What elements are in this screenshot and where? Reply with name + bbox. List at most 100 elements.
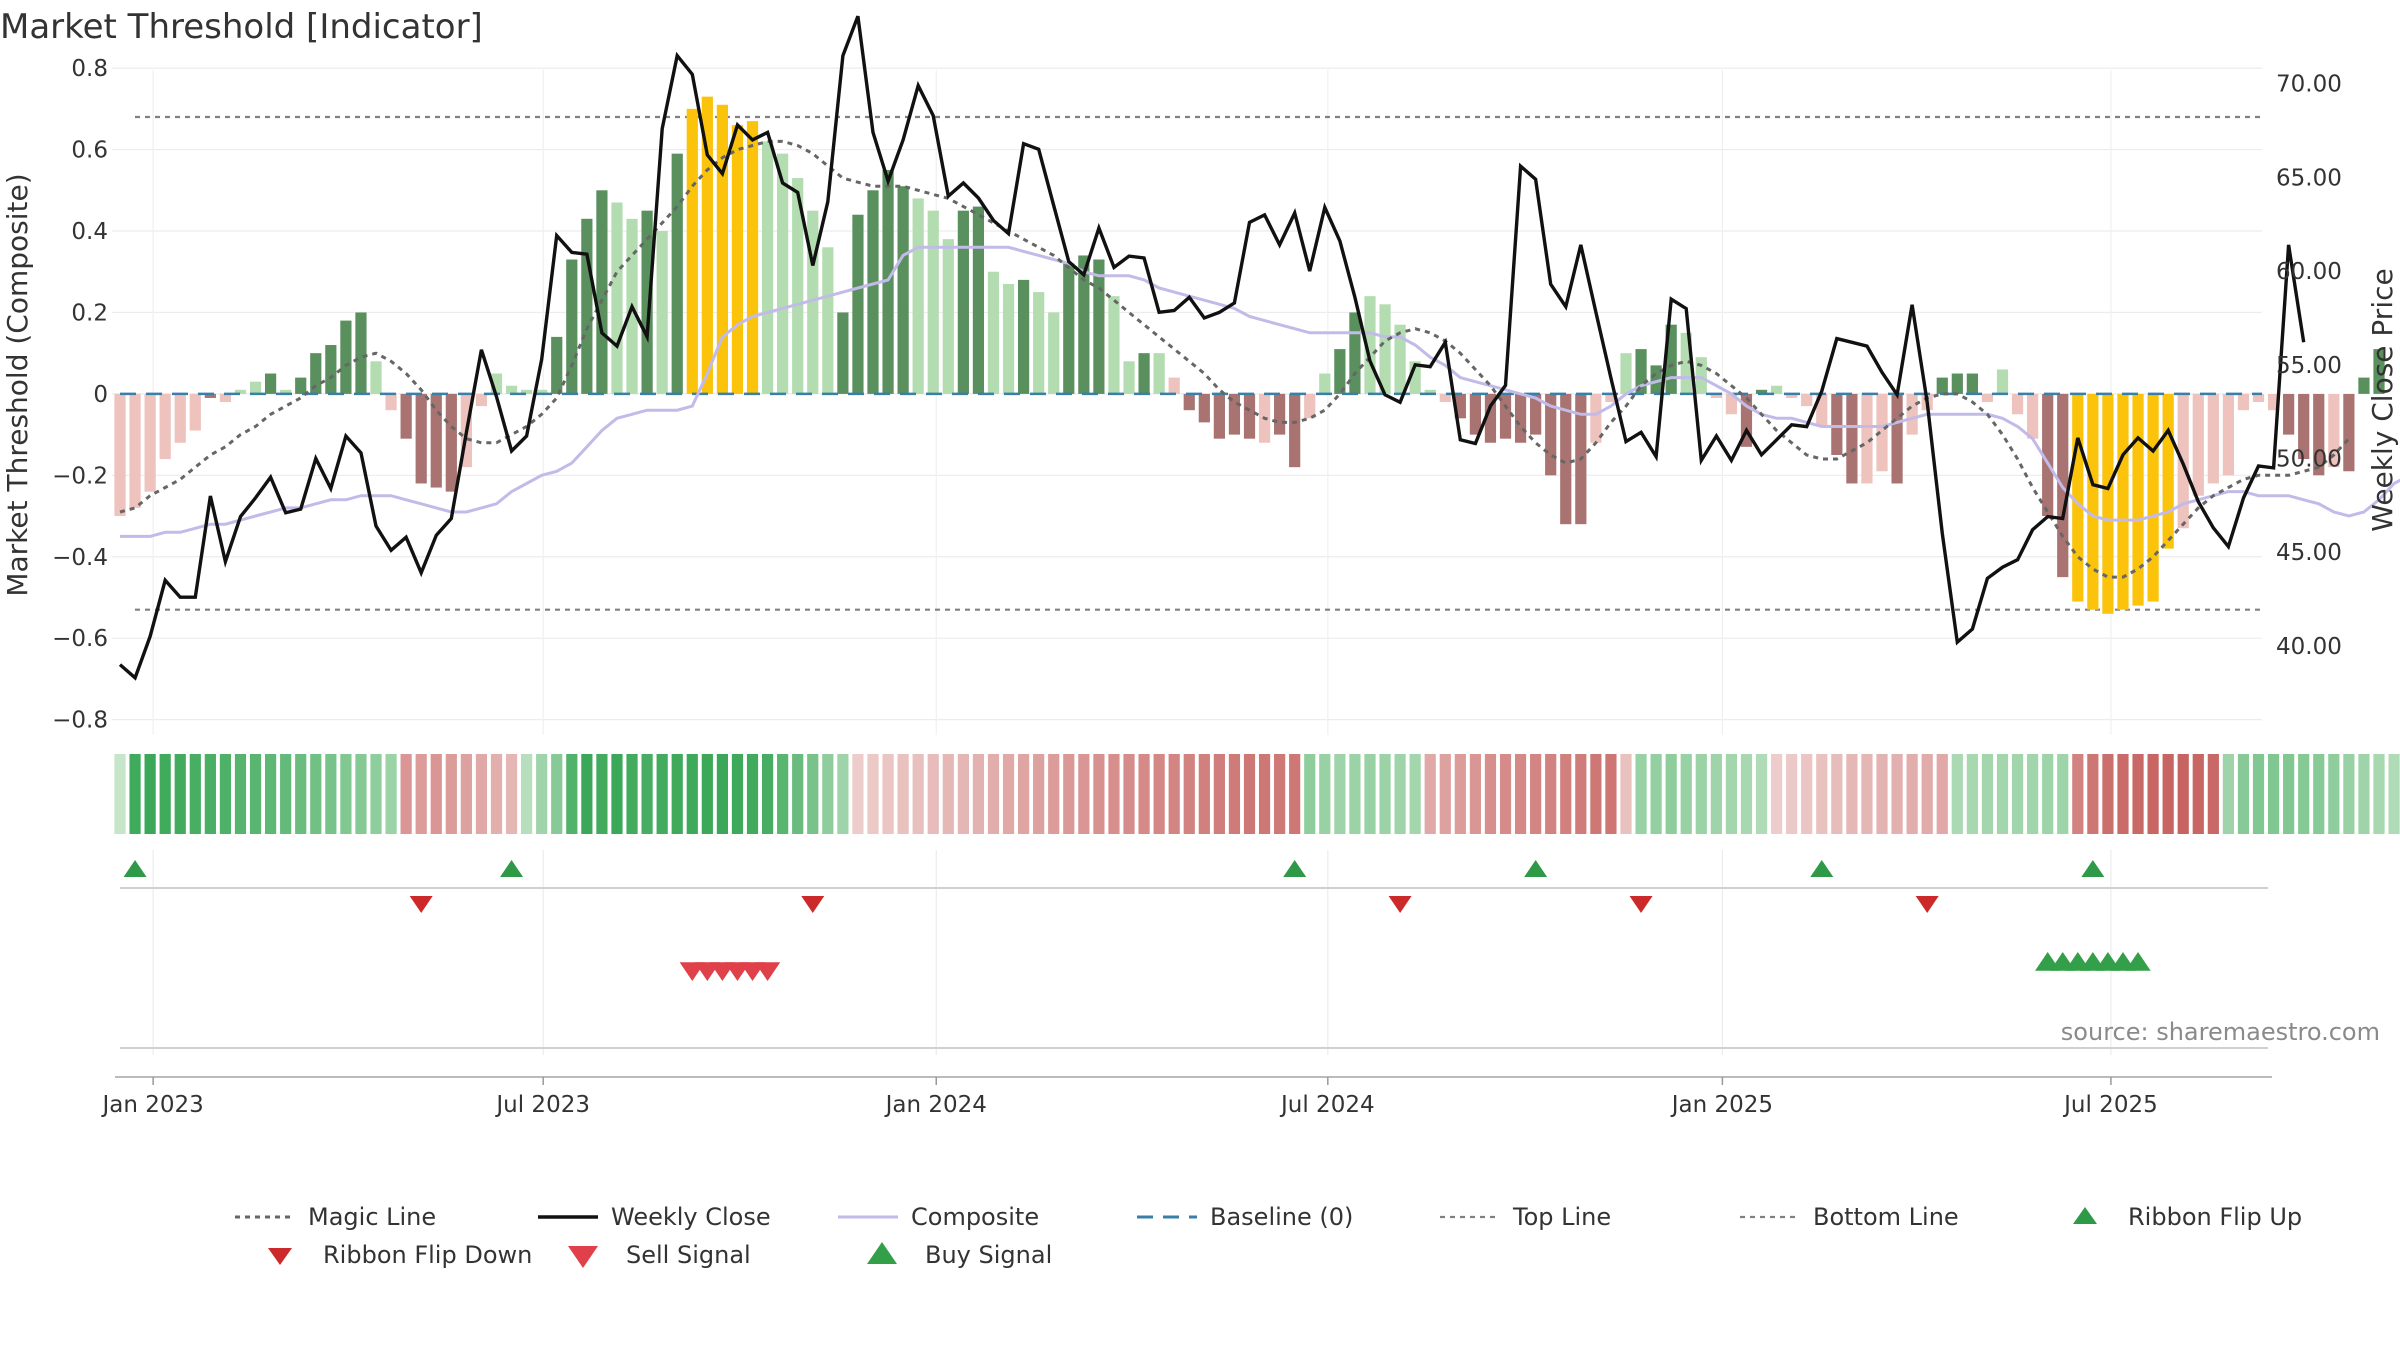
legend-label: Ribbon Flip Down: [323, 1241, 532, 1269]
ribbon-cell: [641, 754, 653, 834]
ribbon-cell: [159, 754, 171, 834]
composite-bar: [957, 210, 969, 394]
grid: [112, 67, 2262, 1055]
composite-bar: [2252, 393, 2265, 403]
composite-bar: [581, 218, 593, 394]
ribbon-cell: [927, 754, 939, 834]
composite-bar: [1590, 393, 1602, 443]
composite-bar: [370, 361, 382, 394]
legend-label: Magic Line: [308, 1203, 436, 1231]
legend-label: Buy Signal: [925, 1241, 1052, 1269]
composite-bar: [1740, 393, 1753, 447]
ribbon-cell: [611, 754, 623, 834]
ribbon-cell: [280, 754, 292, 834]
ribbon-cell: [2132, 754, 2144, 834]
ribbon-cell: [1665, 754, 1677, 834]
legend-swatch: [268, 1248, 292, 1265]
ribbon-cell: [325, 754, 337, 834]
composite-bar: [1951, 373, 1963, 394]
composite-bar: [777, 153, 789, 394]
y-tick-label: 0: [93, 382, 108, 408]
y2-tick-label: 70.00: [2276, 72, 2342, 98]
legend: Magic Line Weekly Close Composite Baseline …: [235, 1203, 2302, 1269]
ribbon-cell: [1575, 754, 1587, 834]
y2-tick-label: 55.00: [2276, 353, 2342, 379]
composite-bar: [2328, 393, 2340, 468]
composite-bar: [686, 108, 698, 394]
ribbon-cell: [1002, 754, 1015, 834]
ribbon-cell: [1816, 754, 1828, 834]
composite-bar: [1966, 373, 1978, 394]
composite-bar: [234, 389, 247, 394]
composite-bar: [1755, 389, 1768, 394]
ribbon-cell: [2237, 754, 2250, 834]
legend-item-sell: Sell Signal: [568, 1241, 751, 1269]
composite-bar: [1033, 292, 1045, 394]
composite-bar: [566, 259, 578, 394]
composite-bar: [912, 198, 924, 394]
ribbon-cell: [189, 754, 201, 834]
composite-bar: [1680, 332, 1692, 394]
ribbon-cell: [2042, 754, 2054, 834]
composite-bar: [822, 247, 834, 394]
composite-bar: [942, 239, 954, 394]
composite-bar: [340, 320, 352, 394]
ribbon-cell: [219, 754, 232, 834]
composite-bar: [1379, 304, 1391, 394]
legend-label: Weekly Close: [611, 1203, 771, 1231]
composite-bar: [1514, 393, 1527, 443]
composite-bar: [1153, 353, 1165, 394]
x-tick-label: Jan 2025: [1670, 1092, 1773, 1118]
composite-bar: [1665, 324, 1677, 394]
composite-bar: [385, 393, 397, 411]
ribbon-cell: [957, 754, 969, 834]
ribbon-cell: [1123, 754, 1135, 834]
composite-bar: [1424, 389, 1436, 394]
x-tick-label: Jul 2023: [494, 1092, 590, 1118]
ribbon-cell: [2298, 754, 2310, 834]
composite-bar: [1499, 393, 1512, 439]
ribbon-cell: [2102, 754, 2114, 834]
ribbon-cell: [731, 754, 744, 834]
ribbon-cell: [2252, 754, 2265, 834]
composite-bar: [1454, 393, 1466, 419]
composite-bar: [1304, 393, 1316, 419]
ribbon-cell: [1484, 754, 1497, 834]
ribbon-cell: [987, 754, 1000, 834]
composite-bar: [2147, 393, 2159, 602]
ribbon-cell: [2087, 754, 2099, 834]
legend-label: Top Line: [1512, 1203, 1611, 1231]
ribbon-flip-up-marker: [123, 860, 147, 877]
composite-bar: [355, 312, 367, 394]
ribbon-cell: [2072, 754, 2084, 834]
ribbon-cell: [2027, 754, 2039, 834]
ribbon-cell: [1695, 754, 1707, 834]
composite-bar: [1786, 393, 1798, 398]
composite-bar: [536, 389, 548, 394]
ribbon-cell: [505, 754, 518, 834]
composite-bar: [2343, 393, 2355, 472]
composite-bar: [1530, 393, 1542, 435]
composite-bar: [2087, 393, 2099, 610]
y-tick-label: 0.4: [71, 219, 108, 245]
ribbon-cell: [837, 754, 849, 834]
composite-bar: [1605, 393, 1617, 403]
legend-item-flipup: Ribbon Flip Up: [2073, 1203, 2302, 1231]
y2-tick-label: 45.00: [2276, 540, 2342, 566]
ribbon-cell: [1439, 754, 1451, 834]
composite-bar: [1063, 263, 1075, 394]
ribbon-cell: [1033, 754, 1045, 834]
y-tick-label: −0.4: [52, 545, 108, 571]
composite-bar: [1635, 349, 1647, 394]
ribbon-flip-up-marker: [1810, 860, 1834, 877]
ribbon-cell: [1319, 754, 1331, 834]
composite-bar: [295, 377, 307, 394]
y-tick-label: 0.8: [71, 56, 108, 82]
composite-bar: [505, 385, 518, 394]
y-tick-label: −0.6: [52, 626, 108, 652]
ribbon-cell: [1243, 754, 1256, 834]
ribbon-cell: [1258, 754, 1271, 834]
ribbon-cell: [2222, 754, 2234, 834]
composite-bar: [611, 202, 623, 394]
ribbon-cell: [2313, 754, 2325, 834]
